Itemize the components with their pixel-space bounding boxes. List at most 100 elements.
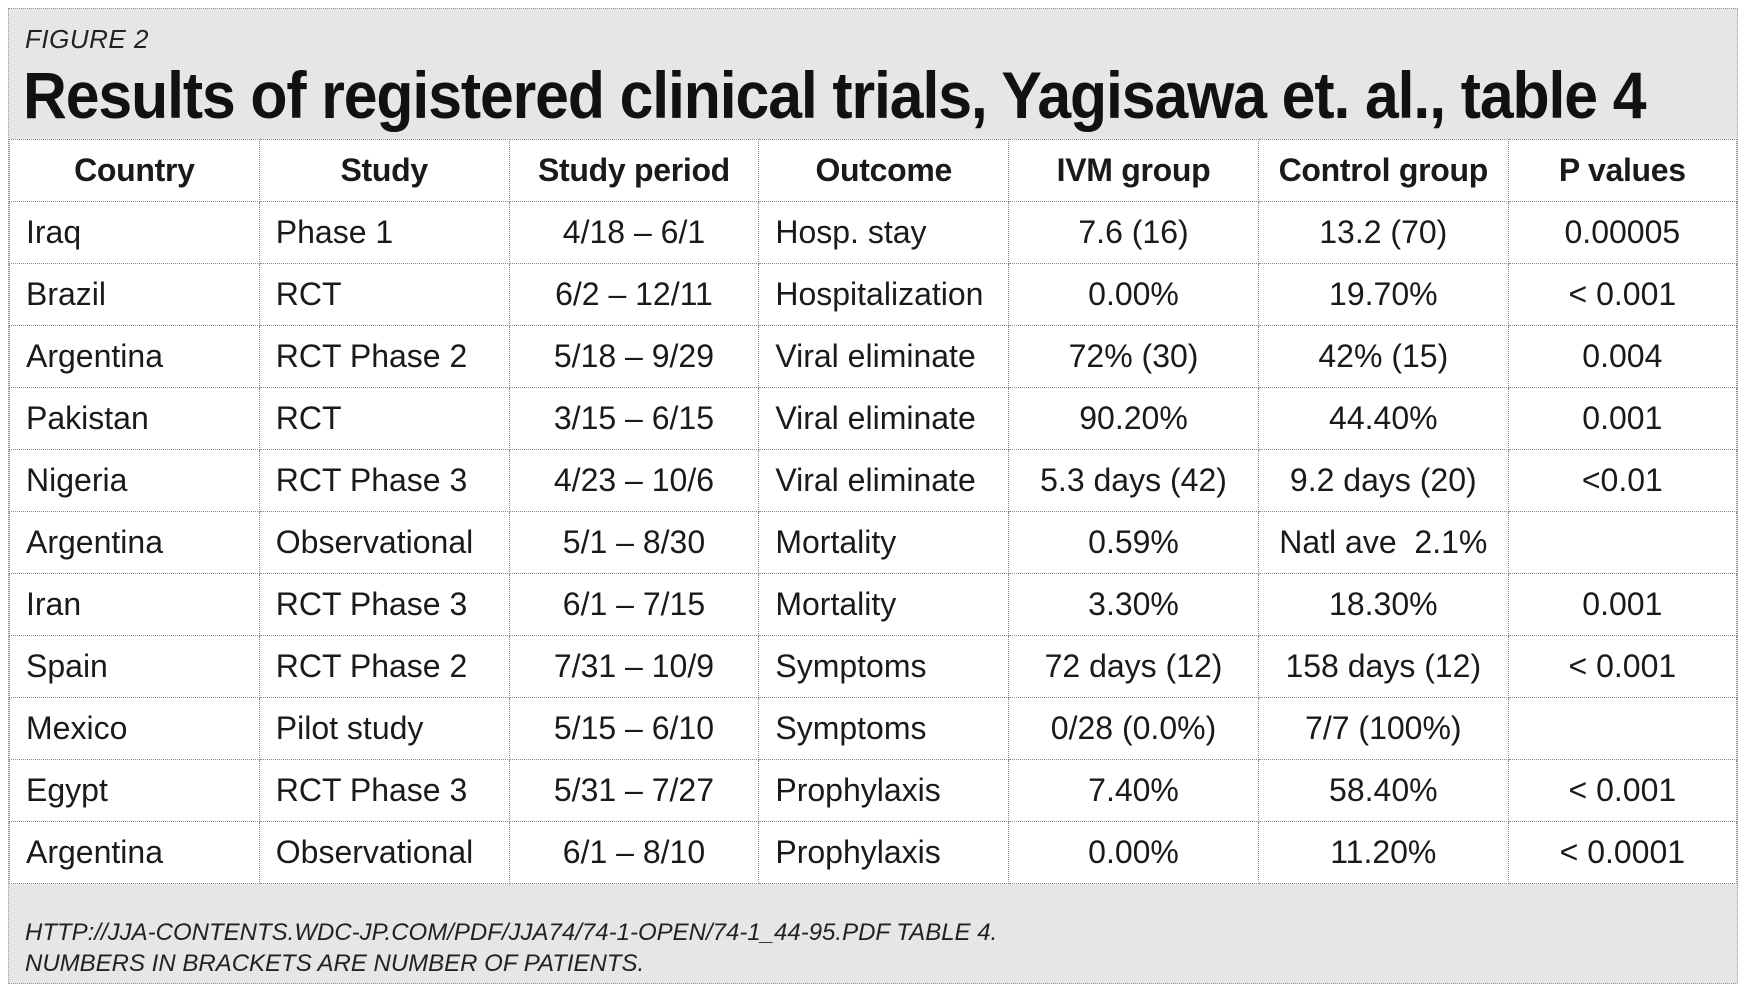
cell-p-value: <0.01	[1507, 449, 1738, 512]
cell-study-period: 4/18 – 6/1	[508, 201, 760, 264]
table-row: Spain RCT Phase 2 7/31 – 10/9 Symptoms 7…	[9, 635, 1738, 698]
cell-study: RCT Phase 2	[258, 635, 510, 698]
cell-outcome: Hosp. stay	[758, 201, 1010, 264]
cell-ivm-group: 72% (30)	[1008, 325, 1259, 388]
cell-study: RCT	[258, 263, 510, 326]
table-row: Brazil RCT 6/2 – 12/11 Hospitalization 0…	[9, 263, 1738, 326]
cell-study-period: 7/31 – 10/9	[508, 635, 760, 698]
column-header-study: Study	[258, 139, 510, 202]
source-citation: HTTP://JJA-CONTENTS.WDC-JP.COM/PDF/JJA74…	[25, 919, 998, 946]
cell-study-period: 6/2 – 12/11	[508, 263, 760, 326]
cell-study: RCT Phase 3	[258, 449, 510, 512]
cell-study-period: 3/15 – 6/15	[508, 387, 760, 450]
cell-control-group: 158 days (12)	[1257, 635, 1509, 698]
cell-p-value: 0.001	[1507, 573, 1738, 636]
column-header-ivm-group: IVM group	[1008, 139, 1259, 202]
cell-country: Nigeria	[9, 449, 260, 512]
cell-country: Iraq	[9, 201, 260, 264]
cell-control-group: 44.40%	[1257, 387, 1509, 450]
cell-study: RCT Phase 3	[258, 573, 510, 636]
cell-country: Argentina	[9, 325, 260, 388]
cell-study: RCT Phase 2	[258, 325, 510, 388]
cell-outcome: Mortality	[758, 511, 1010, 574]
table-row: Iraq Phase 1 4/18 – 6/1 Hosp. stay 7.6 (…	[9, 201, 1738, 264]
table-row: Argentina Observational 5/1 – 8/30 Morta…	[9, 511, 1738, 574]
cell-control-group: 58.40%	[1257, 759, 1509, 822]
cell-outcome: Viral eliminate	[758, 325, 1010, 388]
cell-control-group: 9.2 days (20)	[1257, 449, 1509, 512]
cell-outcome: Viral eliminate	[758, 449, 1010, 512]
cell-control-group: 11.20%	[1257, 821, 1509, 884]
table-row: Iran RCT Phase 3 6/1 – 7/15 Mortality 3.…	[9, 573, 1738, 636]
cell-country: Egypt	[9, 759, 260, 822]
cell-country: Argentina	[9, 821, 260, 884]
cell-outcome: Symptoms	[758, 697, 1010, 760]
cell-study-period: 6/1 – 8/10	[508, 821, 760, 884]
figure-label: FIGURE 2	[25, 24, 149, 54]
cell-ivm-group: 0.59%	[1008, 511, 1259, 574]
cell-p-value: < 0.0001	[1507, 821, 1738, 884]
cell-ivm-group: 90.20%	[1008, 387, 1259, 450]
footnote: NUMBERS IN BRACKETS ARE NUMBER OF PATIEN…	[25, 950, 645, 977]
column-header-control-group: Control group	[1257, 139, 1509, 202]
cell-p-value	[1507, 511, 1738, 574]
column-header-study-period: Study period	[508, 139, 760, 202]
cell-study: Observational	[258, 511, 510, 574]
cell-study-period: 5/15 – 6/10	[508, 697, 760, 760]
cell-ivm-group: 0.00%	[1008, 263, 1259, 326]
cell-study-period: 4/23 – 10/6	[508, 449, 760, 512]
cell-p-value: < 0.001	[1507, 759, 1738, 822]
cell-outcome: Symptoms	[758, 635, 1010, 698]
cell-study-period: 6/1 – 7/15	[508, 573, 760, 636]
cell-country: Argentina	[9, 511, 260, 574]
figure-footer: HTTP://JJA-CONTENTS.WDC-JP.COM/PDF/JJA74…	[25, 917, 997, 979]
cell-ivm-group: 7.6 (16)	[1008, 201, 1259, 264]
table-row: Nigeria RCT Phase 3 4/23 – 10/6 Viral el…	[9, 449, 1738, 512]
table-row: Mexico Pilot study 5/15 – 6/10 Symptoms …	[9, 697, 1738, 760]
cell-study: Pilot study	[258, 697, 510, 760]
cell-country: Mexico	[9, 697, 260, 760]
figure-header: FIGURE 2 Results of registered clinical …	[9, 9, 1737, 139]
cell-country: Spain	[9, 635, 260, 698]
cell-outcome: Prophylaxis	[758, 759, 1010, 822]
cell-ivm-group: 0.00%	[1008, 821, 1259, 884]
cell-country: Brazil	[9, 263, 260, 326]
column-header-outcome: Outcome	[758, 139, 1010, 202]
cell-study-period: 5/1 – 8/30	[508, 511, 760, 574]
cell-control-group: 42% (15)	[1257, 325, 1509, 388]
table-row: Pakistan RCT 3/15 – 6/15 Viral eliminate…	[9, 387, 1738, 450]
table-row: Egypt RCT Phase 3 5/31 – 7/27 Prophylaxi…	[9, 759, 1738, 822]
column-header-p-values: P values	[1507, 139, 1738, 202]
cell-ivm-group: 7.40%	[1008, 759, 1259, 822]
cell-outcome: Hospitalization	[758, 263, 1010, 326]
cell-study: RCT Phase 3	[258, 759, 510, 822]
cell-outcome: Mortality	[758, 573, 1010, 636]
cell-control-group: 7/7 (100%)	[1257, 697, 1509, 760]
cell-outcome: Prophylaxis	[758, 821, 1010, 884]
figure-frame: FIGURE 2 Results of registered clinical …	[8, 8, 1738, 984]
cell-study: RCT	[258, 387, 510, 450]
cell-p-value	[1507, 697, 1738, 760]
cell-p-value: < 0.001	[1507, 263, 1738, 326]
figure-title: Results of registered clinical trials, Y…	[23, 58, 1646, 132]
cell-outcome: Viral eliminate	[758, 387, 1010, 450]
cell-study-period: 5/31 – 7/27	[508, 759, 760, 822]
table-header-row: Country Study Study period Outcome IVM g…	[9, 139, 1738, 202]
cell-country: Iran	[9, 573, 260, 636]
cell-study: Phase 1	[258, 201, 510, 264]
results-table: Country Study Study period Outcome IVM g…	[9, 139, 1738, 884]
cell-ivm-group: 5.3 days (42)	[1008, 449, 1259, 512]
cell-p-value: 0.001	[1507, 387, 1738, 450]
cell-p-value: < 0.001	[1507, 635, 1738, 698]
cell-ivm-group: 72 days (12)	[1008, 635, 1259, 698]
cell-p-value: 0.004	[1507, 325, 1738, 388]
cell-control-group: 19.70%	[1257, 263, 1509, 326]
column-header-country: Country	[9, 139, 260, 202]
table-row: Argentina RCT Phase 2 5/18 – 9/29 Viral …	[9, 325, 1738, 388]
cell-control-group: 13.2 (70)	[1257, 201, 1509, 264]
cell-ivm-group: 0/28 (0.0%)	[1008, 697, 1259, 760]
cell-study-period: 5/18 – 9/29	[508, 325, 760, 388]
cell-ivm-group: 3.30%	[1008, 573, 1259, 636]
cell-study: Observational	[258, 821, 510, 884]
cell-p-value: 0.00005	[1507, 201, 1738, 264]
